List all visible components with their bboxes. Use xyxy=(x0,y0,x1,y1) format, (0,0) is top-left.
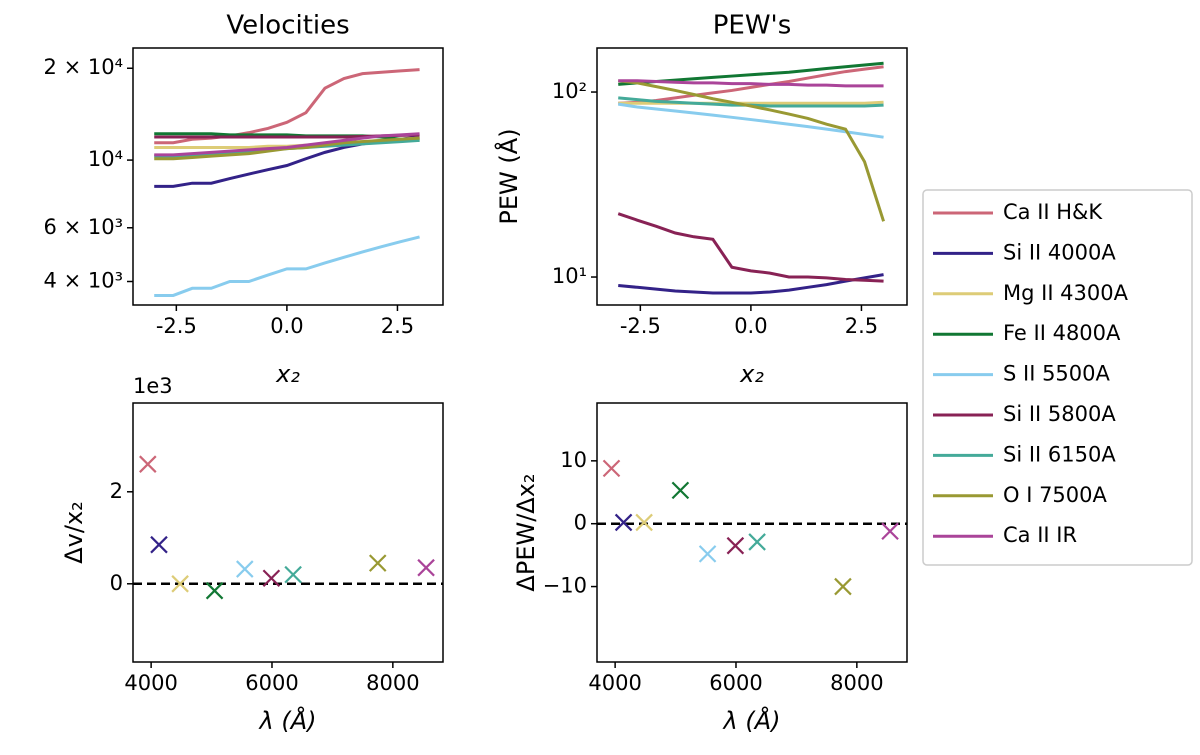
y-tick-label: 0 xyxy=(110,571,123,595)
point-marker xyxy=(284,565,302,584)
legend-box xyxy=(922,189,1193,566)
y-tick-label: 10¹ xyxy=(552,264,587,288)
y-axis-label: PEW (Å) xyxy=(494,128,523,224)
point-marker xyxy=(171,575,189,593)
y-tick-label: 4 × 10³ xyxy=(44,269,123,293)
x-tick-label: 4000 xyxy=(124,671,177,695)
plot-area xyxy=(597,459,907,596)
series-line xyxy=(154,135,420,188)
x-tick-label: 0.0 xyxy=(734,314,767,338)
point-marker xyxy=(834,577,852,596)
point-marker xyxy=(698,545,717,563)
series-line xyxy=(154,235,420,297)
series-line xyxy=(618,79,884,88)
x-tick-label: -2.5 xyxy=(156,314,197,338)
point-marker xyxy=(150,535,168,554)
y-tick-label: 6 × 10³ xyxy=(44,215,123,239)
series-line xyxy=(618,273,884,295)
point-marker xyxy=(614,513,633,532)
series-line xyxy=(154,132,420,157)
x-tick-label: 2.5 xyxy=(381,314,414,338)
point-marker xyxy=(236,560,254,578)
x-tick-label: -2.5 xyxy=(620,314,661,338)
axes-frame xyxy=(132,402,444,663)
legend-label: Fe II 4800A xyxy=(1003,321,1121,345)
point-marker xyxy=(671,481,690,500)
axes-frame xyxy=(596,402,908,663)
y-tick-label: 0 xyxy=(574,511,587,535)
point-marker xyxy=(726,536,745,555)
point-marker xyxy=(602,459,621,478)
plot-area xyxy=(617,61,885,295)
y-axis-label: ΔPEW/Δx₂ xyxy=(512,473,540,591)
series-line xyxy=(618,65,884,105)
point-marker xyxy=(205,581,224,600)
point-marker xyxy=(881,522,899,541)
series-line xyxy=(618,102,884,139)
x-axis-label: x₂ xyxy=(275,360,300,388)
axes-frame xyxy=(596,47,908,306)
y-tick-label: 10⁴ xyxy=(88,147,123,171)
y-tick-label: 2 xyxy=(110,479,123,503)
x-tick-label: 2.5 xyxy=(845,314,878,338)
plot-area xyxy=(154,68,420,297)
y-offset-label: 1e3 xyxy=(133,374,173,398)
legend-label: Ca II IR xyxy=(1003,523,1077,547)
point-marker xyxy=(635,513,653,532)
series-line xyxy=(617,212,884,283)
x-axis-label: λ (Å) xyxy=(258,706,317,735)
y-tick-label: −10 xyxy=(543,574,587,598)
y-tick-label: 2 × 10⁴ xyxy=(44,55,123,79)
chart-title: Velocities xyxy=(226,11,349,41)
legend-label: Ca II H&K xyxy=(1003,200,1103,224)
legend-label: Si II 4000A xyxy=(1003,240,1116,264)
x-tick-label: 8000 xyxy=(830,671,883,695)
x-tick-label: 6000 xyxy=(709,671,762,695)
legend-label: O I 7500A xyxy=(1003,483,1108,507)
legend-label: S II 5500A xyxy=(1003,362,1111,386)
legend: Ca II H&K Si II 4000A Mg II 4300A Fe II 480… xyxy=(922,189,1193,566)
x-tick-label: 6000 xyxy=(245,671,298,695)
series-line xyxy=(154,68,420,145)
plot-area xyxy=(133,455,443,600)
y-tick-label: 10 xyxy=(560,448,587,472)
x-tick-label: 8000 xyxy=(366,671,419,695)
point-marker xyxy=(368,554,387,572)
series-line xyxy=(618,100,884,105)
legend-label: Si II 6150A xyxy=(1003,442,1116,466)
y-axis-label: Δv/x₂ xyxy=(60,501,88,564)
x-tick-label: 0.0 xyxy=(270,314,303,338)
series-line xyxy=(618,79,885,222)
chart-title: PEW's xyxy=(713,11,792,41)
y-tick-label: 10² xyxy=(552,79,587,103)
point-marker xyxy=(748,533,766,551)
x-axis-label: λ (Å) xyxy=(722,706,781,735)
legend-label: Mg II 4300A xyxy=(1003,281,1129,305)
x-axis-label: x₂ xyxy=(739,360,764,388)
axes-frame xyxy=(132,47,444,306)
point-marker xyxy=(139,455,157,473)
x-tick-label: 4000 xyxy=(588,671,641,695)
legend-label: Si II 5800A xyxy=(1003,402,1116,426)
point-marker xyxy=(417,558,435,577)
point-marker xyxy=(262,569,281,588)
